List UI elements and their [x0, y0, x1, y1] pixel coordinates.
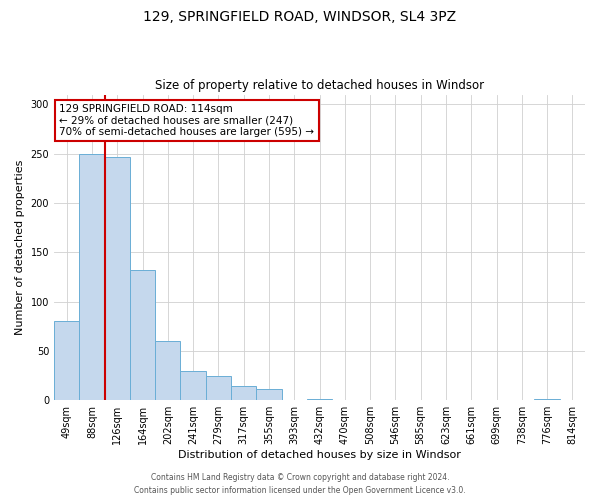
Y-axis label: Number of detached properties: Number of detached properties	[15, 160, 25, 335]
Bar	[535, 399, 560, 400]
Bar	[307, 399, 332, 400]
Bar	[256, 390, 281, 400]
Title: Size of property relative to detached houses in Windsor: Size of property relative to detached ho…	[155, 79, 484, 92]
X-axis label: Distribution of detached houses by size in Windsor: Distribution of detached houses by size …	[178, 450, 461, 460]
Text: 129, SPRINGFIELD ROAD, WINDSOR, SL4 3PZ: 129, SPRINGFIELD ROAD, WINDSOR, SL4 3PZ	[143, 10, 457, 24]
Bar	[54, 322, 79, 400]
Bar	[181, 370, 206, 400]
Bar	[130, 270, 155, 400]
Bar	[104, 156, 130, 400]
Text: Contains HM Land Registry data © Crown copyright and database right 2024.
Contai: Contains HM Land Registry data © Crown c…	[134, 474, 466, 495]
Bar	[79, 154, 104, 400]
Bar	[155, 341, 181, 400]
Bar	[231, 386, 256, 400]
Text: 129 SPRINGFIELD ROAD: 114sqm
← 29% of detached houses are smaller (247)
70% of s: 129 SPRINGFIELD ROAD: 114sqm ← 29% of de…	[59, 104, 314, 137]
Bar	[206, 376, 231, 400]
